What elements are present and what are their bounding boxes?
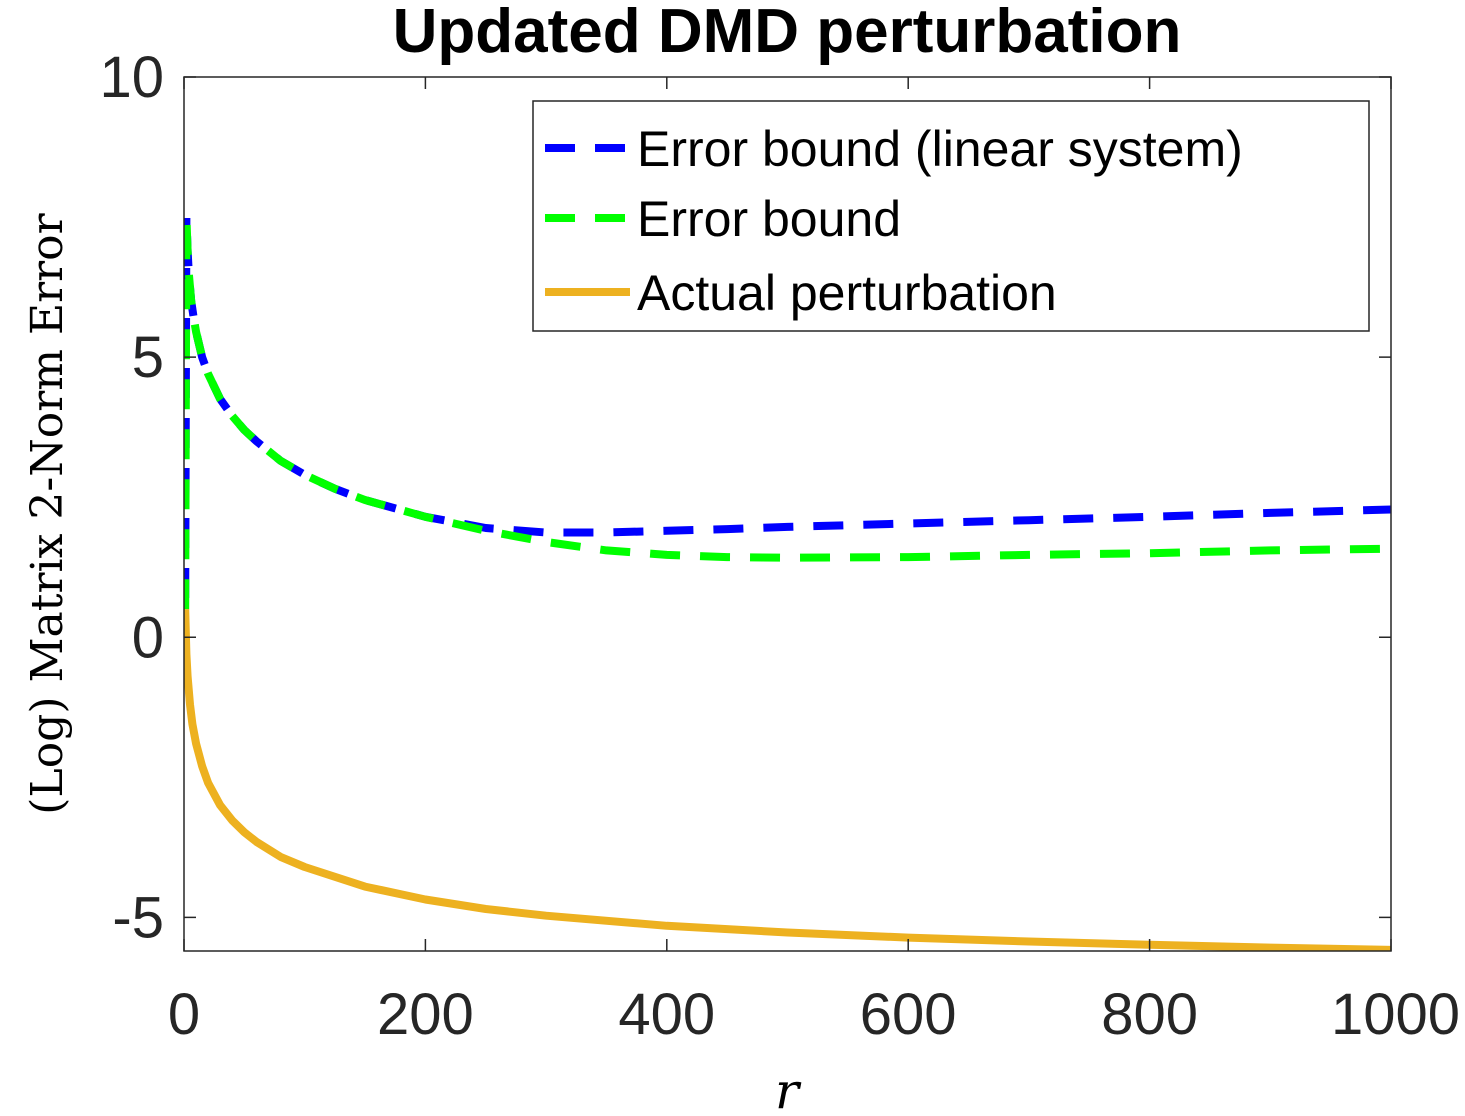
- legend-label-2: Actual perturbation: [637, 265, 1057, 321]
- x-tick-label: 600: [860, 982, 957, 1047]
- y-axis-label: (Log) Matrix 2-Norm Error: [22, 212, 73, 814]
- legend-box: [532, 100, 1370, 332]
- y-tick-label: -5: [112, 885, 164, 950]
- legend-label-0: Error bound (linear system): [637, 121, 1243, 177]
- x-tick-label: 200: [377, 982, 474, 1047]
- x-tick-label: 800: [1101, 982, 1198, 1047]
- series-line-1: [184, 213, 1391, 610]
- legend-label-1: Error bound: [637, 191, 901, 247]
- series-line-2: [184, 609, 1391, 951]
- axes-box: [183, 76, 1392, 952]
- x-tick-label: 400: [618, 982, 715, 1047]
- y-tick-label: 5: [132, 325, 164, 390]
- legend: Error bound (linear system) Error bound …: [532, 100, 1370, 332]
- y-tick-label: 10: [99, 45, 164, 110]
- x-tick-label: 1000: [1331, 982, 1460, 1047]
- series-line-0: [184, 213, 1391, 599]
- series-group: [184, 213, 1391, 951]
- x-axis-label: r: [775, 1062, 802, 1116]
- chart-title: Updated DMD perturbation: [393, 0, 1182, 66]
- y-tick-label: 0: [132, 605, 164, 670]
- x-tick-label: 0: [168, 982, 200, 1047]
